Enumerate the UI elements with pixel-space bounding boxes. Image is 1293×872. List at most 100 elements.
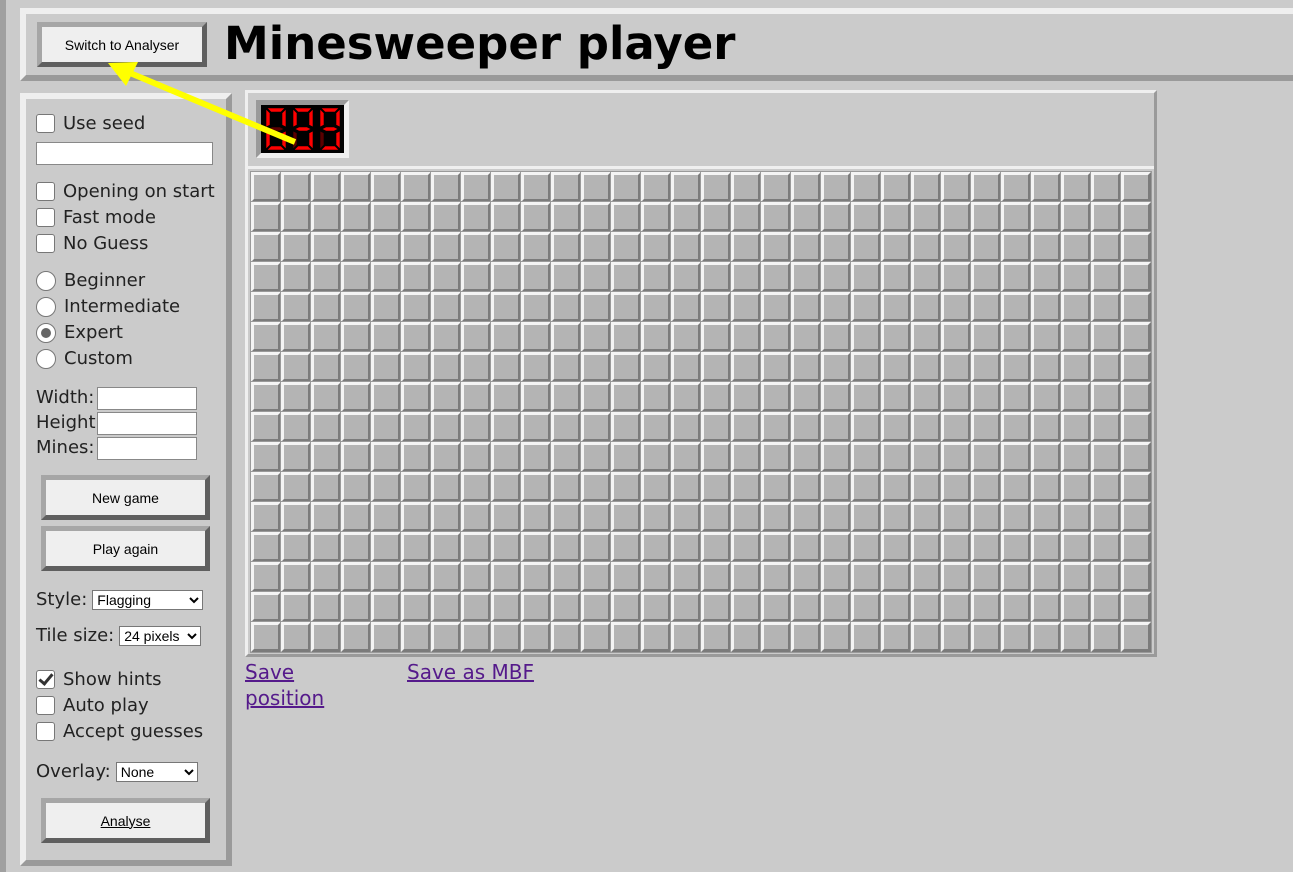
tile[interactable] bbox=[910, 291, 942, 323]
tile[interactable] bbox=[520, 591, 552, 623]
tile[interactable] bbox=[520, 171, 552, 203]
tile[interactable] bbox=[460, 351, 492, 383]
tile[interactable] bbox=[1060, 471, 1092, 503]
tile[interactable] bbox=[940, 261, 972, 293]
new-game-button[interactable]: New game bbox=[41, 475, 210, 520]
tile[interactable] bbox=[910, 501, 942, 533]
tile[interactable] bbox=[820, 501, 852, 533]
tile[interactable] bbox=[340, 291, 372, 323]
tile[interactable] bbox=[1060, 621, 1092, 653]
tile[interactable] bbox=[640, 381, 672, 413]
tile[interactable] bbox=[790, 381, 822, 413]
tile[interactable] bbox=[370, 231, 402, 263]
tile[interactable] bbox=[880, 471, 912, 503]
tile[interactable] bbox=[550, 201, 582, 233]
tile[interactable] bbox=[490, 471, 522, 503]
tile[interactable] bbox=[250, 441, 282, 473]
tile[interactable] bbox=[880, 411, 912, 443]
tile[interactable] bbox=[730, 201, 762, 233]
tile[interactable] bbox=[340, 321, 372, 353]
checkbox[interactable] bbox=[36, 722, 55, 741]
tile[interactable] bbox=[1060, 441, 1092, 473]
tile[interactable] bbox=[520, 441, 552, 473]
tile[interactable] bbox=[1120, 201, 1152, 233]
tile[interactable] bbox=[460, 561, 492, 593]
tile[interactable] bbox=[1090, 471, 1122, 503]
tile[interactable] bbox=[280, 201, 312, 233]
tile[interactable] bbox=[970, 321, 1002, 353]
tile[interactable] bbox=[310, 321, 342, 353]
tile[interactable] bbox=[520, 381, 552, 413]
tile[interactable] bbox=[940, 621, 972, 653]
tile[interactable] bbox=[400, 501, 432, 533]
tile[interactable] bbox=[910, 561, 942, 593]
tile[interactable] bbox=[610, 321, 642, 353]
tile[interactable] bbox=[580, 471, 612, 503]
tile[interactable] bbox=[250, 351, 282, 383]
tile[interactable] bbox=[430, 231, 462, 263]
checkbox[interactable] bbox=[36, 696, 55, 715]
tile[interactable] bbox=[700, 471, 732, 503]
tile[interactable] bbox=[310, 351, 342, 383]
tile[interactable] bbox=[1090, 441, 1122, 473]
tile[interactable] bbox=[370, 531, 402, 563]
tile[interactable] bbox=[1090, 621, 1122, 653]
tile[interactable] bbox=[550, 291, 582, 323]
tile[interactable] bbox=[820, 291, 852, 323]
tile[interactable] bbox=[880, 171, 912, 203]
tile[interactable] bbox=[760, 381, 792, 413]
tile[interactable] bbox=[760, 501, 792, 533]
tile[interactable] bbox=[880, 621, 912, 653]
tile[interactable] bbox=[1090, 231, 1122, 263]
tile[interactable] bbox=[910, 261, 942, 293]
tile[interactable] bbox=[340, 201, 372, 233]
tile[interactable] bbox=[700, 291, 732, 323]
tile[interactable] bbox=[760, 321, 792, 353]
tile[interactable] bbox=[460, 411, 492, 443]
tile[interactable] bbox=[490, 531, 522, 563]
tile[interactable] bbox=[910, 381, 942, 413]
tile[interactable] bbox=[400, 561, 432, 593]
tile[interactable] bbox=[820, 441, 852, 473]
tile[interactable] bbox=[340, 561, 372, 593]
tile[interactable] bbox=[610, 621, 642, 653]
tile[interactable] bbox=[370, 381, 402, 413]
tile[interactable] bbox=[550, 621, 582, 653]
tile[interactable] bbox=[970, 471, 1002, 503]
tile[interactable] bbox=[250, 321, 282, 353]
tile[interactable] bbox=[760, 591, 792, 623]
tile[interactable] bbox=[370, 471, 402, 503]
tile[interactable] bbox=[430, 351, 462, 383]
tile[interactable] bbox=[1120, 291, 1152, 323]
radio[interactable] bbox=[36, 322, 56, 343]
tile[interactable] bbox=[1060, 531, 1092, 563]
tile[interactable] bbox=[670, 441, 702, 473]
tile[interactable] bbox=[850, 591, 882, 623]
tile[interactable] bbox=[580, 321, 612, 353]
tile[interactable] bbox=[250, 501, 282, 533]
tile[interactable] bbox=[670, 171, 702, 203]
tile[interactable] bbox=[670, 561, 702, 593]
tile[interactable] bbox=[730, 351, 762, 383]
tile[interactable] bbox=[340, 231, 372, 263]
tile[interactable] bbox=[1120, 261, 1152, 293]
tile[interactable] bbox=[1090, 261, 1122, 293]
tile[interactable] bbox=[850, 531, 882, 563]
tile[interactable] bbox=[310, 531, 342, 563]
tile[interactable] bbox=[250, 261, 282, 293]
tile[interactable] bbox=[550, 381, 582, 413]
tile[interactable] bbox=[580, 381, 612, 413]
tile[interactable] bbox=[1120, 471, 1152, 503]
tile[interactable] bbox=[310, 381, 342, 413]
tile[interactable] bbox=[730, 291, 762, 323]
tile[interactable] bbox=[460, 291, 492, 323]
tile[interactable] bbox=[610, 501, 642, 533]
tile[interactable] bbox=[700, 621, 732, 653]
tile[interactable] bbox=[610, 531, 642, 563]
tile[interactable] bbox=[340, 351, 372, 383]
tile[interactable] bbox=[460, 501, 492, 533]
tile[interactable] bbox=[400, 261, 432, 293]
tile[interactable] bbox=[490, 411, 522, 443]
tile[interactable] bbox=[970, 261, 1002, 293]
tile[interactable] bbox=[700, 351, 732, 383]
